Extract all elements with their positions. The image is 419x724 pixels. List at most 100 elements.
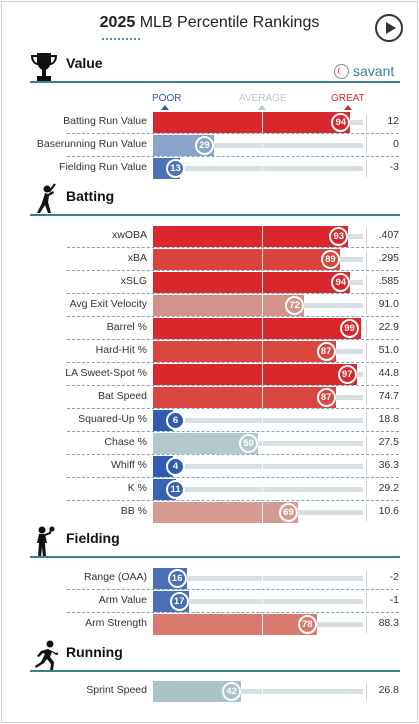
metric-row: Arm Value 17 -1 <box>0 590 419 613</box>
percentile-bar[interactable] <box>153 502 298 523</box>
average-line <box>262 112 263 133</box>
metric-row: Avg Exit Velocity 72 91.0 <box>0 294 419 317</box>
average-line <box>262 614 263 635</box>
percentile-badge[interactable]: 50 <box>239 434 258 453</box>
percentile-track <box>153 487 363 492</box>
fielder-icon <box>30 525 58 559</box>
metric-label: Baserunning Run Value <box>36 138 147 150</box>
savant-logo-icon <box>334 64 349 79</box>
percentile-badge[interactable]: 87 <box>316 388 336 407</box>
percentile-bar[interactable] <box>153 226 349 247</box>
percentile-track <box>153 464 363 469</box>
metric-row: Batting Run Value 94 12 <box>0 111 419 134</box>
value-separator <box>366 343 367 360</box>
percentile-badge[interactable]: 42 <box>222 682 242 701</box>
metric-label: Sprint Speed <box>86 684 147 696</box>
metric-value: 0 <box>393 138 399 150</box>
percentile-track <box>153 441 363 446</box>
metric-label: Barrel % <box>106 321 147 333</box>
percentile-badge[interactable]: 78 <box>297 615 317 634</box>
section-header-value: Value <box>30 50 400 82</box>
value-separator <box>366 458 367 475</box>
percentile-badge[interactable]: 4 <box>166 457 185 476</box>
row-divider <box>67 156 399 157</box>
scale-poor-label: POOR <box>152 93 182 104</box>
percentile-badge[interactable]: 6 <box>166 411 185 430</box>
metric-value: 91.0 <box>378 298 399 310</box>
metric-row: Arm Strength 78 88.3 <box>0 613 419 636</box>
metric-value: 44.8 <box>378 367 399 379</box>
average-line <box>262 456 263 477</box>
metric-row: Baserunning Run Value 29 0 <box>0 134 419 157</box>
percentile-badge[interactable]: 72 <box>285 296 305 315</box>
average-line <box>262 410 263 431</box>
percentile-badge[interactable]: 16 <box>167 569 187 588</box>
percentile-badge[interactable]: 87 <box>316 342 336 361</box>
row-divider <box>67 431 399 432</box>
row-divider <box>67 500 399 501</box>
metric-label: xBA <box>127 252 147 264</box>
value-separator <box>366 251 367 268</box>
play-button[interactable] <box>375 14 403 42</box>
value-separator <box>366 593 367 610</box>
percentile-bar[interactable] <box>153 341 336 362</box>
percentile-bar[interactable] <box>153 249 340 270</box>
metric-label: Avg Exit Velocity <box>69 298 147 310</box>
average-line <box>262 249 263 270</box>
average-line <box>262 433 263 454</box>
percentile-badge[interactable]: 97 <box>337 365 357 384</box>
savant-logo-text: savant <box>353 63 395 79</box>
metric-label: xwOBA <box>111 229 147 241</box>
percentile-bar[interactable] <box>153 433 258 454</box>
percentile-bar[interactable] <box>153 614 317 635</box>
percentile-bar[interactable] <box>153 272 351 293</box>
value-separator <box>366 228 367 245</box>
average-line <box>262 318 263 339</box>
percentile-bar[interactable] <box>153 318 361 339</box>
metric-label: LA Sweet-Spot % <box>65 367 147 379</box>
metric-row: Chase % 50 27.5 <box>0 432 419 455</box>
percentile-bar[interactable] <box>153 112 351 133</box>
average-line <box>262 591 263 612</box>
title-year: 2025 <box>99 14 136 31</box>
metric-value: 12 <box>387 115 399 127</box>
runner-icon <box>30 639 60 673</box>
metric-value: 29.2 <box>378 482 399 494</box>
percentile-badge[interactable]: 13 <box>166 159 185 178</box>
percentile-badge[interactable]: 11 <box>166 480 185 499</box>
metric-value: .295 <box>378 252 399 264</box>
metric-value: -2 <box>389 571 399 583</box>
average-line <box>262 295 263 316</box>
percentile-badge[interactable]: 29 <box>194 136 214 155</box>
value-separator <box>366 504 367 521</box>
metric-row: K % 11 29.2 <box>0 478 419 501</box>
metric-value: 51.0 <box>378 344 399 356</box>
row-divider <box>67 477 399 478</box>
percentile-bar[interactable] <box>153 295 305 316</box>
percentile-badge[interactable]: 93 <box>329 227 349 246</box>
metric-value: 36.3 <box>378 459 399 471</box>
percentile-badge[interactable]: 17 <box>169 592 189 611</box>
percentile-badge[interactable]: 69 <box>278 503 298 522</box>
percentile-badge[interactable]: 94 <box>331 113 351 132</box>
percentile-badge[interactable]: 99 <box>340 319 359 338</box>
metric-value: 22.9 <box>378 321 399 333</box>
value-separator <box>366 137 367 154</box>
section-header-batting: Batting <box>30 183 400 213</box>
average-line <box>262 479 263 500</box>
metric-label: Arm Value <box>98 594 147 606</box>
scale-average-label: AVERAGE <box>239 93 287 104</box>
percentile-bar[interactable] <box>153 387 336 408</box>
trophy-icon <box>30 50 58 84</box>
percentile-badge[interactable]: 94 <box>331 273 351 292</box>
percentile-badge[interactable]: 89 <box>320 250 340 269</box>
percentile-bar[interactable] <box>153 681 242 702</box>
page-title: 2025 MLB Percentile Rankings <box>0 14 419 32</box>
metric-label: Whiff % <box>111 459 147 471</box>
metric-row: Bat Speed 87 74.7 <box>0 386 419 409</box>
row-divider <box>67 408 399 409</box>
metric-label: Chase % <box>104 436 147 448</box>
percentile-bar[interactable] <box>153 364 357 385</box>
batter-icon <box>30 183 58 217</box>
row-divider <box>67 362 399 363</box>
